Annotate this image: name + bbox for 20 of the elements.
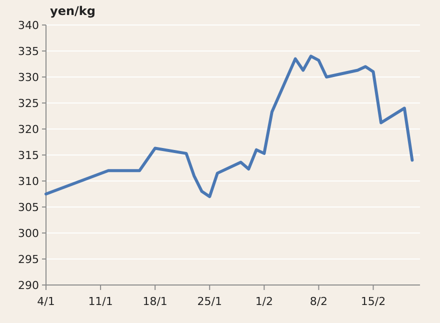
- y-axis-title: yen/kg: [50, 4, 96, 18]
- y-tick-label: 320: [18, 122, 39, 136]
- y-tick-label: 310: [18, 174, 39, 188]
- line-series: [44, 54, 414, 198]
- x-tick-label: 11/1: [88, 295, 113, 308]
- y-tick-label: 325: [18, 96, 39, 110]
- y-tick-label: 295: [18, 252, 39, 266]
- x-tick-label: 1/2: [255, 295, 274, 308]
- x-tick-label: 8/2: [310, 295, 328, 308]
- x-tick-label: 15/2: [360, 295, 386, 308]
- y-tick-label: 330: [18, 70, 39, 84]
- y-tick-label: 290: [18, 278, 39, 292]
- y-tick-label: 335: [18, 44, 39, 58]
- y-tick-label: 315: [18, 148, 39, 162]
- x-tick-label: 4/1: [37, 295, 55, 308]
- y-tick-label: 340: [18, 18, 39, 32]
- y-tick-label: 300: [18, 226, 39, 240]
- x-tick-label: 18/1: [142, 295, 168, 308]
- y-tick-label: 305: [18, 200, 39, 214]
- x-tick-label: 25/1: [197, 295, 222, 308]
